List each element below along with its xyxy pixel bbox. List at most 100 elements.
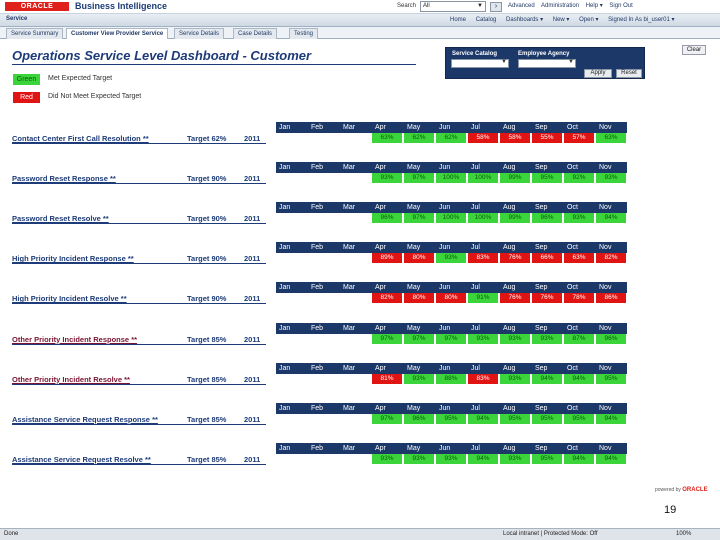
metric-value-cell xyxy=(340,373,371,384)
oracle-logo: ORACLE xyxy=(5,2,69,11)
metric-value-cell: 89% xyxy=(372,253,403,264)
metric-value-cell: 82% xyxy=(372,293,403,304)
month-header: Nov xyxy=(599,324,612,332)
oracle-footer-logo: ORACLE xyxy=(682,487,708,493)
zoom-level[interactable]: 100% xyxy=(676,531,692,537)
metric-value-cell: 94% xyxy=(596,213,627,224)
month-header: Jul xyxy=(471,124,480,131)
nav-dashboards-menu[interactable]: Dashboards ▾ xyxy=(506,17,544,23)
metric-value-cell: 94% xyxy=(564,373,595,384)
metric-value-cell: 80% xyxy=(404,253,435,264)
nav-open-menu[interactable]: Open ▾ xyxy=(579,17,599,23)
month-header: Apr xyxy=(375,364,386,372)
search-go-button[interactable]: › xyxy=(490,2,502,12)
month-header: Jul xyxy=(471,244,480,252)
metric-value-cell: 97% xyxy=(436,333,467,344)
nav-sign-out-link[interactable]: Sign Out xyxy=(609,3,633,9)
metric-value-cell: 95% xyxy=(532,413,563,424)
metric-value-cell: 91% xyxy=(468,293,499,304)
service-catalog-select[interactable]: ▼ xyxy=(451,59,509,68)
metric-name-link[interactable]: Assistance Service Request Resolve ** xyxy=(12,454,151,464)
metric-value-cell xyxy=(340,453,371,464)
month-header: May xyxy=(407,244,421,252)
metric-year: 2011 xyxy=(244,294,261,304)
tab-case-details[interactable]: Case Details xyxy=(233,28,278,39)
month-header: Mar xyxy=(343,204,356,212)
month-header: Aug xyxy=(503,444,516,452)
apply-button[interactable]: Apply xyxy=(584,69,612,78)
month-header: May xyxy=(407,324,421,332)
metric-value-cell: 93% xyxy=(500,453,531,464)
metric-name-link[interactable]: Contact Center First Call Resolution ** xyxy=(12,134,149,143)
nav-catalog-link[interactable]: Catalog xyxy=(475,17,497,23)
metric-value-cell: 97% xyxy=(404,173,435,184)
month-header: Nov xyxy=(599,124,612,131)
metric-value-cell: 100% xyxy=(436,213,467,224)
metric-name-link[interactable]: Password Reset Response ** xyxy=(12,174,116,184)
tab-service-details[interactable]: Service Details xyxy=(174,28,225,39)
search-scope-select[interactable]: All ▼ xyxy=(420,1,486,12)
tab-testing[interactable]: Testing xyxy=(289,28,319,39)
metric-value-cell: 97% xyxy=(372,413,403,424)
signed-in-user-menu[interactable]: Signed In As bi_user01 ▾ xyxy=(608,17,675,23)
metric-name-link[interactable]: Other Priority Incident Resolve ** xyxy=(12,374,130,384)
metric-name-link[interactable]: Assistance Service Request Response ** xyxy=(12,414,158,424)
metric-row: Other Priority Incident Response ** Targe… xyxy=(0,322,720,363)
metric-divider xyxy=(12,223,266,225)
month-header: Feb xyxy=(311,444,324,452)
metric-name-link[interactable]: Other Priority Incident Response ** xyxy=(12,334,138,344)
month-header: Jul xyxy=(471,204,480,212)
dashboard-toolbar: Service Home Catalog Dashboards ▾ New ▾ … xyxy=(0,14,720,27)
metric-value-cell: 95% xyxy=(564,413,595,424)
legend-green-text: Met Expected Target xyxy=(48,75,113,82)
metric-name-link[interactable]: High Priority Incident Response ** xyxy=(12,254,134,264)
nav-administration-link[interactable]: Administration xyxy=(541,3,580,9)
month-header: May xyxy=(407,124,421,131)
metric-year: 2011 xyxy=(244,254,261,264)
month-header: Nov xyxy=(599,164,612,172)
metric-name-link[interactable]: High Priority Incident Resolve ** xyxy=(12,294,127,304)
month-header: Nov xyxy=(599,204,612,212)
metric-value-cell xyxy=(276,373,307,384)
month-header-bar: Jan Feb Mar Apr May Jun Jul Aug Sep Oct Nov xyxy=(276,282,627,294)
tab-customer-view-provider-service[interactable]: Customer View Provider Service xyxy=(66,28,169,39)
metric-value-cell: 93% xyxy=(436,253,467,264)
metric-value-cell: 66% xyxy=(532,253,563,264)
month-header: Feb xyxy=(311,364,324,372)
month-header: Mar xyxy=(343,364,356,372)
month-header: Oct xyxy=(567,404,578,412)
month-header: Aug xyxy=(503,124,516,131)
metric-value-cell xyxy=(276,253,307,264)
clear-button[interactable]: Clear xyxy=(682,45,706,55)
metric-target: Target 85% xyxy=(187,334,227,344)
metric-value-cell: 96% xyxy=(372,213,403,224)
month-header: Aug xyxy=(503,284,516,292)
metric-row: Other Priority Incident Resolve ** Target… xyxy=(0,362,720,403)
employee-agency-select[interactable]: ▼ xyxy=(518,59,576,68)
month-header: Jan xyxy=(279,364,291,372)
month-header: Apr xyxy=(375,284,386,292)
nav-home-link[interactable]: Home xyxy=(450,17,467,23)
metric-value-cell: 94% xyxy=(468,453,499,464)
nav-help-menu[interactable]: Help ▾ xyxy=(585,3,603,9)
metric-value-cell: 93% xyxy=(404,453,435,464)
metric-name-link[interactable]: Password Reset Resolve ** xyxy=(12,214,109,224)
nav-new-menu[interactable]: New ▾ xyxy=(552,17,570,23)
metric-divider xyxy=(12,183,266,185)
metric-value-cell: 80% xyxy=(404,293,435,304)
metric-value-cell: 62% xyxy=(436,133,467,143)
month-header: Feb xyxy=(311,244,324,252)
metric-value-cell xyxy=(308,373,339,384)
tab-service-summary[interactable]: Service Summary xyxy=(6,28,64,39)
title-divider xyxy=(12,64,416,65)
metric-value-cell: 97% xyxy=(404,213,435,224)
nav-advanced-link[interactable]: Advanced xyxy=(508,3,535,9)
month-header-bar: Jan Feb Mar Apr May Jun Jul Aug Sep Oct Nov xyxy=(276,202,627,214)
month-header: Jul xyxy=(471,164,480,172)
metric-year: 2011 xyxy=(244,374,261,384)
metric-divider xyxy=(12,423,266,425)
metric-value-cell xyxy=(308,413,339,424)
metric-value-cell: 82% xyxy=(596,253,627,264)
month-header: Aug xyxy=(503,404,516,412)
reset-button[interactable]: Reset xyxy=(616,69,642,78)
